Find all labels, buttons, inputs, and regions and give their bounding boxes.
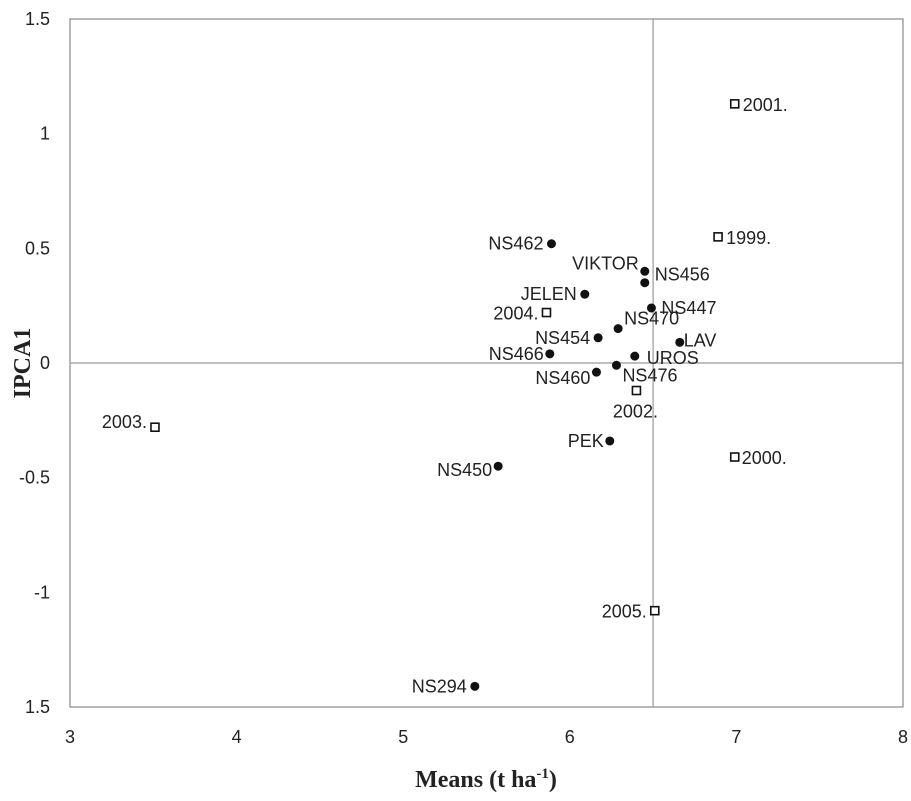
data-point-label: PEK (568, 431, 604, 451)
x-axis-title-main: Means (415, 767, 483, 793)
data-point-label: NS456 (655, 265, 710, 285)
y-tick-label: 0.5 (25, 238, 50, 258)
x-tick-label: 5 (398, 727, 408, 747)
data-point-label: NS454 (535, 328, 590, 348)
x-axis-title-close: ) (549, 767, 557, 793)
data-point-label: NS466 (489, 344, 544, 364)
data-point-label: JELEN (521, 284, 577, 304)
data-point-year (729, 99, 740, 109)
data-point-genotype (675, 337, 685, 347)
y-tick-label: -1 (34, 582, 50, 602)
data-point-genotype (593, 333, 603, 343)
y-tick-label: 1 (40, 124, 50, 144)
y-tick-label: 1.5 (25, 9, 50, 29)
data-point-label: UROS (647, 348, 699, 368)
x-axis-title-sup: -1 (536, 766, 549, 782)
data-point-year (150, 422, 160, 433)
data-point-label: NS476 (622, 365, 677, 385)
data-point-genotype (640, 266, 650, 276)
x-tick-label: 8 (898, 727, 908, 747)
data-point-genotype (646, 303, 656, 313)
y-tick-label: -0.5 (19, 468, 50, 488)
data-point-year (541, 307, 552, 318)
data-point-genotype (546, 239, 556, 249)
y-axis-ticks: 1.5 1 0.5 0 -0.5 -1 1.5 (19, 9, 50, 717)
data-point-label: 2005. (602, 602, 647, 622)
data-point-genotype (580, 289, 590, 299)
data-point-genotype (640, 278, 650, 288)
data-point-label: NS450 (437, 460, 492, 480)
x-tick-label: 6 (565, 727, 575, 747)
data-point-label: 2004. (493, 304, 538, 324)
data-point-year (729, 452, 740, 462)
data-point-label: 2001. (743, 95, 788, 115)
data-point-label: NS294 (412, 676, 467, 696)
x-axis-title: Means (t ha-1) (415, 766, 557, 793)
x-tick-label: 4 (232, 727, 242, 747)
data-point-label: NS460 (535, 368, 590, 388)
data-point-genotype (591, 367, 601, 377)
data-point-label: VIKTOR (572, 253, 639, 273)
data-point-label: 2003. (102, 412, 147, 432)
data-point-label: LAV (684, 330, 717, 350)
y-axis-title: IPCA1 (10, 328, 36, 399)
data-point-label: 2002. (613, 402, 658, 422)
y-tick-label: 1.5 (25, 697, 50, 717)
data-point-label: NS470 (624, 309, 679, 329)
data-point-genotype (613, 324, 623, 334)
y-tick-label: 0 (40, 353, 50, 373)
data-point-label: 1999. (726, 228, 771, 248)
data-point-genotype (470, 681, 480, 691)
data-point-genotype (611, 360, 621, 370)
data-point-genotype (630, 351, 640, 361)
reference-lines (70, 19, 903, 707)
data-point-genotype (493, 461, 503, 471)
data-point-year (713, 232, 723, 242)
data-point-genotype (545, 349, 555, 359)
x-axis-ticks: 3 4 5 6 7 8 (65, 727, 908, 747)
data-point-genotype (605, 436, 615, 446)
data-point-year (631, 385, 642, 396)
x-tick-label: 3 (65, 727, 75, 747)
data-point-year (649, 605, 660, 616)
x-axis-title-unit: (t ha (489, 767, 536, 793)
x-tick-label: 7 (731, 727, 741, 747)
data-point-label: NS462 (488, 234, 543, 254)
data-point-label: NS447 (661, 298, 716, 318)
data-point-label: 2000. (742, 448, 787, 468)
